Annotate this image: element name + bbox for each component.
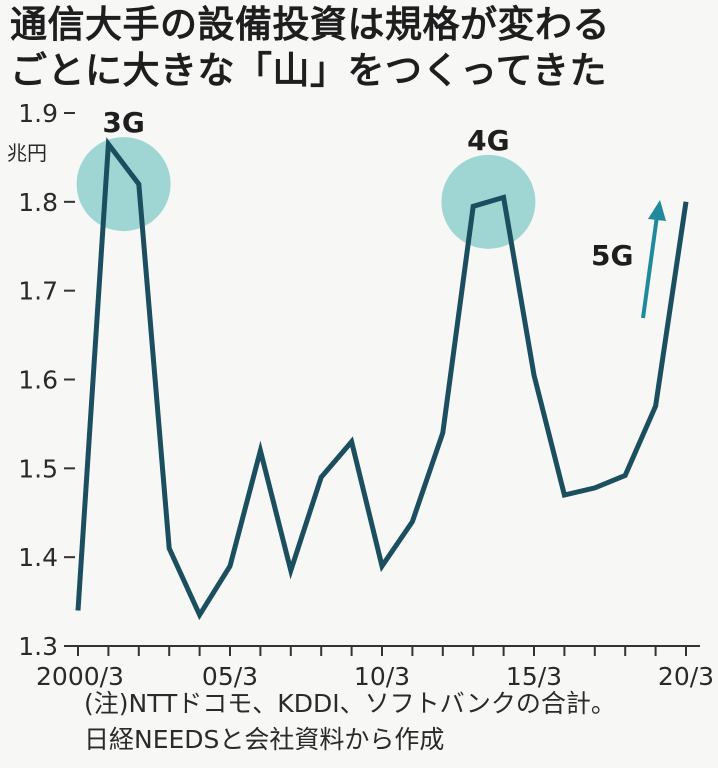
trend-arrow-head <box>648 200 666 221</box>
y-tick-label: 1.4 <box>18 543 58 572</box>
series-line <box>75 137 689 621</box>
y-tick-label: 1.9 <box>18 99 58 128</box>
highlight-circle-3g <box>76 137 171 232</box>
x-tick-label: 2000/3 <box>36 662 124 691</box>
annotation-label-5g: 5G <box>591 239 633 272</box>
chart-title-line2: ごとに大きな「山」をつくってきた <box>10 49 608 92</box>
y-tick-label: 1.3 <box>18 632 58 661</box>
source-note-line1: (注)NTTドコモ、KDDI、ソフトバンクの合計。 <box>84 689 616 718</box>
x-tick-label: 05/3 <box>202 662 258 691</box>
x-tick-label: 20/3 <box>658 662 714 691</box>
y-tick-label: 1.7 <box>18 277 58 306</box>
chart-title-line1: 通信大手の設備投資は規格が変わる <box>10 3 610 46</box>
source-note-line2: 日経NEEDSと会社資料から作成 <box>84 725 445 754</box>
annotation-label-3g: 3G <box>102 106 144 139</box>
trend-arrow-shaft <box>641 215 659 319</box>
y-tick-label: 1.8 <box>18 188 58 217</box>
y-unit-label: 兆円 <box>7 141 47 165</box>
y-tick-label: 1.5 <box>18 454 58 483</box>
y-tick-label: 1.6 <box>18 366 58 395</box>
x-tick-label: 15/3 <box>506 662 562 691</box>
x-tick-label: 10/3 <box>354 662 410 691</box>
source-note: (注)NTTドコモ、KDDI、ソフトバンクの合計。 日経NEEDSと会社資料から… <box>84 686 616 758</box>
annotation-label-4g: 4G <box>467 124 509 157</box>
chart-title: 通信大手の設備投資は規格が変わる ごとに大きな「山」をつくってきた <box>10 2 610 94</box>
